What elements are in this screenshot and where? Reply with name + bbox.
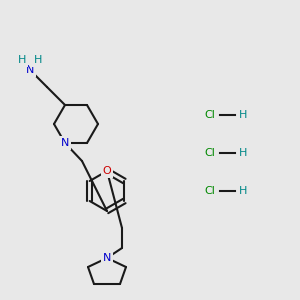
Text: N: N xyxy=(103,253,111,263)
Text: H: H xyxy=(239,148,247,158)
Text: H: H xyxy=(18,55,26,65)
Text: H: H xyxy=(239,186,247,196)
Text: H: H xyxy=(34,55,42,65)
Text: Cl: Cl xyxy=(205,186,215,196)
Text: Cl: Cl xyxy=(205,148,215,158)
Text: N: N xyxy=(61,138,69,148)
Text: Cl: Cl xyxy=(205,110,215,120)
Text: H: H xyxy=(239,110,247,120)
Text: N: N xyxy=(26,65,34,75)
Text: O: O xyxy=(103,166,111,176)
